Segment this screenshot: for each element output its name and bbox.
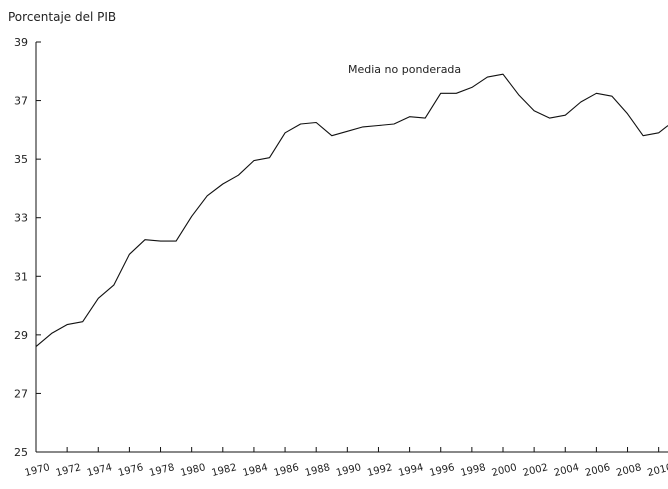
y-axis-title: Porcentaje del PIB	[8, 10, 116, 24]
y-tick-label: 25	[14, 446, 28, 459]
x-tick-label: 1998	[460, 462, 487, 479]
y-tick-label: 29	[14, 329, 28, 342]
y-tick-label: 27	[14, 387, 28, 400]
x-tick-label: 1986	[273, 462, 300, 479]
x-tick-label: 1992	[366, 462, 393, 479]
x-tick-label: 1996	[428, 462, 455, 479]
series-group: Media no ponderada	[35, 63, 668, 348]
y-tick-label: 37	[14, 95, 28, 108]
x-tick-label: 1994	[397, 462, 424, 479]
x-tick-label: 1988	[304, 462, 331, 479]
series-line	[35, 73, 668, 348]
x-tick-label: 2008	[615, 462, 642, 479]
x-tick-label: 1970	[24, 462, 51, 479]
y-axis: 25 27 29 31 33 35 37 39	[14, 36, 41, 459]
series-label: Media no ponderada	[348, 63, 461, 76]
x-tick-label: 1990	[335, 462, 362, 479]
x-tick-label: 1980	[179, 462, 206, 479]
y-tick-label: 39	[14, 36, 28, 49]
y-tick-label: 31	[14, 270, 28, 283]
x-tick-label: 1982	[211, 462, 238, 479]
x-tick-label: 1974	[86, 462, 113, 479]
x-tick-label: 2002	[522, 462, 549, 479]
x-tick-label: 2006	[584, 462, 611, 479]
x-tick-label: 1978	[148, 462, 175, 479]
x-axis: 1970 1972 1974 1976 1978 1980 1982 1984 1986 1988…	[24, 447, 668, 479]
y-tick-label: 33	[14, 212, 28, 225]
y-tick-label: 35	[14, 153, 28, 166]
x-tick-label: 1976	[117, 462, 144, 479]
x-tick-label: 1972	[55, 462, 82, 479]
x-tick-label: 2004	[553, 462, 580, 479]
x-tick-label: 2010	[646, 462, 668, 479]
x-tick-label: 2000	[491, 462, 518, 479]
x-tick-label: 1984	[242, 462, 269, 479]
